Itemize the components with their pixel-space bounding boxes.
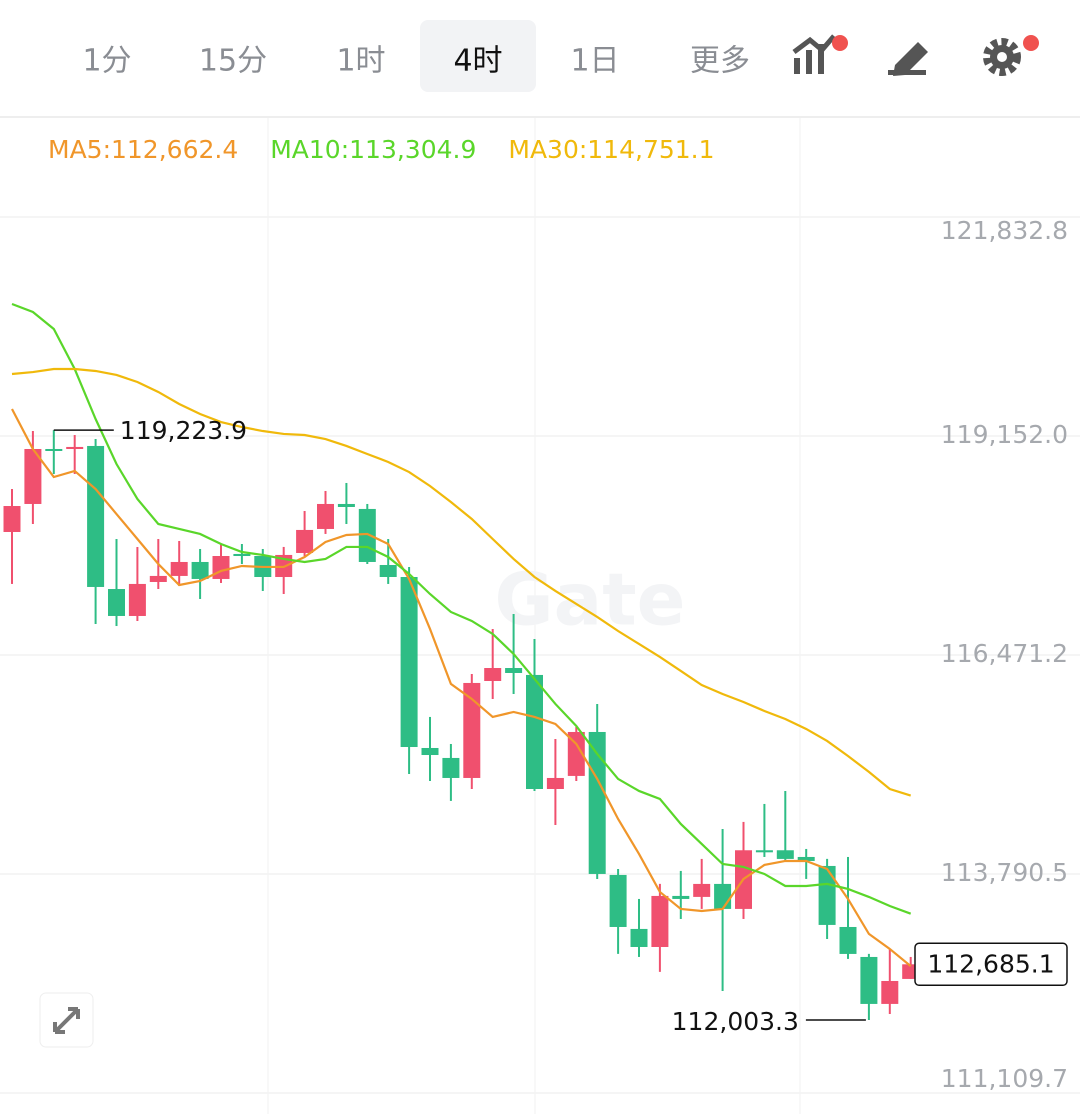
candle-body — [108, 589, 125, 616]
candle-body — [317, 503, 334, 529]
ma-line — [11, 367, 912, 797]
candle-body — [588, 731, 606, 874]
legend-entry: MA5:112,662.4 — [48, 135, 238, 164]
tab[interactable]: 更多 — [690, 44, 750, 79]
candle-body — [797, 856, 815, 861]
y-tick-label: 113,790.5 — [941, 858, 1068, 887]
candle-body — [233, 553, 251, 557]
candle-body — [818, 865, 836, 925]
candle-body — [714, 883, 732, 909]
candle-body — [609, 874, 627, 927]
candle-body — [505, 668, 523, 673]
watermark: Gate — [495, 558, 686, 642]
candle-body — [379, 564, 397, 578]
candle-body — [170, 561, 188, 576]
candle-body — [3, 506, 21, 532]
candle-body — [651, 895, 669, 947]
ma-line — [11, 302, 912, 915]
candle-body — [45, 448, 63, 451]
candle-body — [191, 561, 209, 579]
candle-body — [24, 448, 42, 504]
settings-icon[interactable] — [983, 35, 1039, 76]
ma-line — [11, 408, 912, 968]
candle-body — [87, 445, 105, 587]
candle-body — [672, 895, 690, 899]
legend-entry: MA30:114,751.1 — [508, 135, 714, 164]
toolbar: 1分 15分 1时 4时 1日 更多 — [82, 44, 750, 79]
candle-body — [463, 682, 481, 778]
candle-body — [212, 556, 230, 579]
tab[interactable]: 1分 — [82, 44, 131, 79]
legend-entry: MA10:113,304.9 — [270, 135, 476, 164]
candle-body — [755, 850, 773, 853]
selected-tab-bg — [420, 20, 536, 92]
candle-body — [839, 926, 857, 954]
tab[interactable]: 1时 — [336, 44, 385, 79]
candle-body — [881, 980, 899, 1004]
plot: 111,109.7 113,790.5 116,471.2 119,152.0 121,… — [0, 216, 1080, 1094]
candle-body — [567, 731, 585, 776]
expand-icon — [53, 1007, 80, 1034]
candle-body — [776, 850, 794, 859]
candle-body — [337, 503, 355, 507]
candle-body — [484, 668, 502, 681]
candle-body — [421, 747, 439, 756]
y-tick-label: 116,471.2 — [941, 639, 1068, 668]
last-price-box — [914, 942, 1068, 987]
last-price-label: 112,685.1 — [927, 949, 1054, 978]
min-label: 112,003.3 — [672, 1007, 799, 1036]
candle-body — [442, 757, 460, 778]
candle-body — [526, 674, 543, 789]
y-tick-label: 121,832.8 — [941, 216, 1068, 245]
candle-body — [128, 583, 146, 616]
candle-body — [296, 529, 314, 553]
candle-body — [860, 956, 878, 1004]
tab[interactable]: 15分 — [199, 44, 267, 79]
candle-body — [693, 883, 711, 897]
candle-body — [630, 928, 648, 947]
indicator-icon[interactable] — [792, 34, 848, 74]
candle-body — [400, 577, 418, 748]
y-tick-label: 119,152.0 — [941, 420, 1068, 449]
y-tick-label: 111,109.7 — [941, 1064, 1068, 1093]
draw-icon[interactable] — [888, 42, 928, 76]
candle-body — [358, 508, 376, 562]
tab[interactable]: 4时 — [453, 44, 502, 79]
candle-body — [149, 575, 167, 582]
candle-body — [546, 777, 564, 789]
candle-body — [66, 446, 84, 449]
max-label: 119,223.9 — [120, 416, 247, 445]
tab[interactable]: 1日 — [570, 44, 619, 79]
